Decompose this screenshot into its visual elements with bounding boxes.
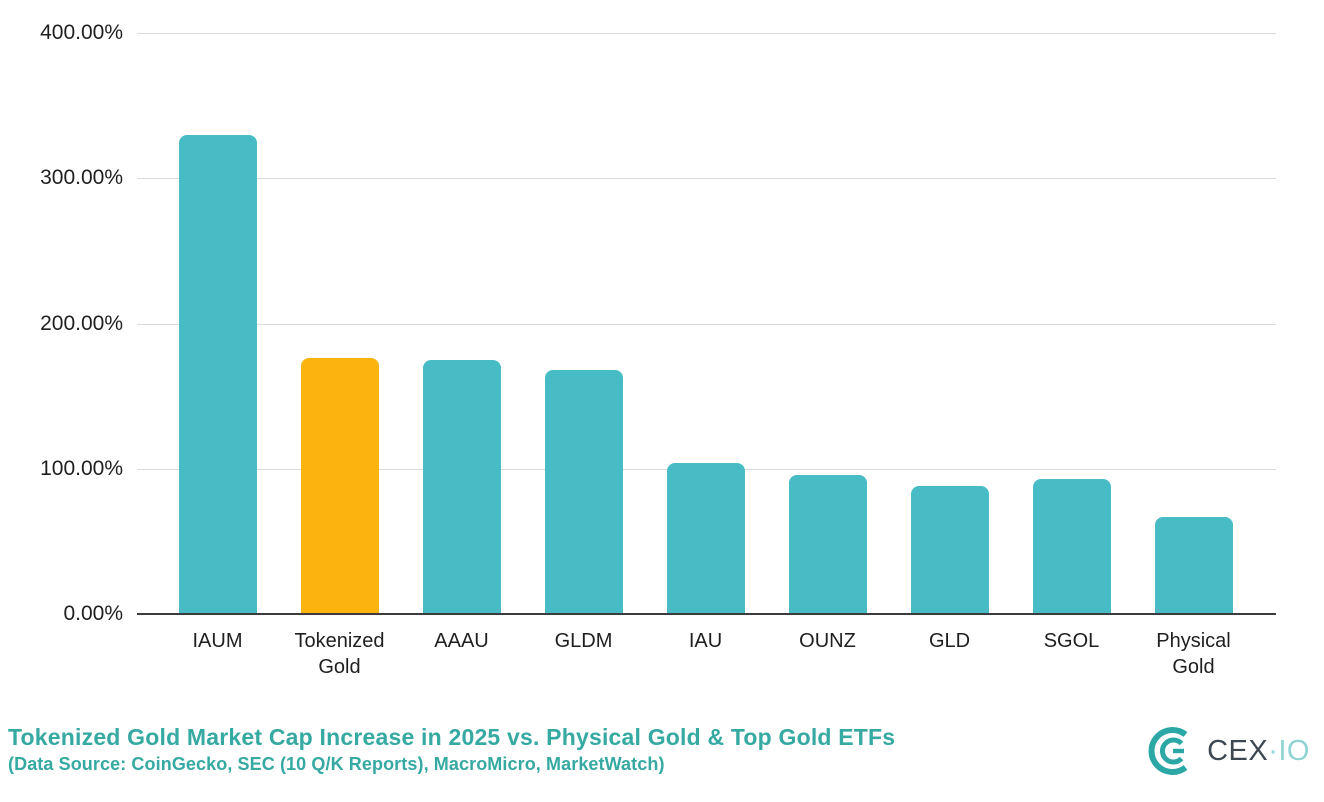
- bar-aaau: [422, 359, 501, 614]
- chart-caption-block: Tokenized Gold Market Cap Increase in 20…: [8, 722, 895, 776]
- y-axis-tick-100: 100.00%: [40, 456, 123, 480]
- x-axis-label-sgol: SGOL: [1043, 630, 1100, 652]
- logo-text-cex: CEX: [1207, 734, 1269, 767]
- bar-iaum: [178, 134, 257, 614]
- bar-gld: [910, 486, 989, 614]
- x-axis-label-gldm: GLDM: [554, 630, 613, 652]
- x-axis-label-gld: GLD: [928, 630, 971, 652]
- bar-physical-gold: [1154, 516, 1233, 614]
- y-axis-tick-300: 300.00%: [40, 166, 123, 190]
- gridline-400: [137, 33, 1276, 34]
- y-axis-tick-0: 0.00%: [63, 602, 123, 625]
- gridline-200: [137, 323, 1276, 325]
- x-axis-label-iau: IAU: [688, 630, 723, 652]
- bar-iau: [666, 462, 745, 614]
- y-axis-tick-200: 200.00%: [40, 311, 123, 335]
- bar-ounz: [788, 474, 867, 614]
- logo-text-io: IO: [1278, 734, 1310, 767]
- bar-tokenized-gold: [300, 358, 379, 614]
- chart-title: Tokenized Gold Market Cap Increase in 20…: [8, 724, 896, 750]
- cexio-logo-text: CEX·IO: [1207, 735, 1310, 768]
- x-axis-label-tokenized-gold: Tokenized Gold: [294, 630, 385, 678]
- bar-sgol: [1032, 478, 1111, 614]
- chart-data-source: (Data Source: CoinGecko, SEC (10 Q/K Rep…: [8, 754, 665, 774]
- bar-gldm: [544, 369, 623, 614]
- x-axis-label-iaum: IAUM: [192, 630, 243, 652]
- x-axis-label-aaau: AAAU: [434, 630, 489, 652]
- gridline-300: [137, 178, 1276, 180]
- x-axis-label-ounz: OUNZ: [799, 630, 856, 652]
- x-axis-line: [137, 613, 1276, 615]
- x-axis-label-physical-gold: Physical Gold: [1156, 630, 1231, 678]
- chart-footer: Tokenized Gold Market Cap Increase in 20…: [0, 722, 1324, 776]
- cexio-logo-icon: [1148, 727, 1188, 775]
- y-axis-tick-400: 400.00%: [40, 21, 123, 44]
- cexio-logo: CEX·IO: [1148, 726, 1310, 776]
- logo-text-separator: ·: [1268, 734, 1279, 767]
